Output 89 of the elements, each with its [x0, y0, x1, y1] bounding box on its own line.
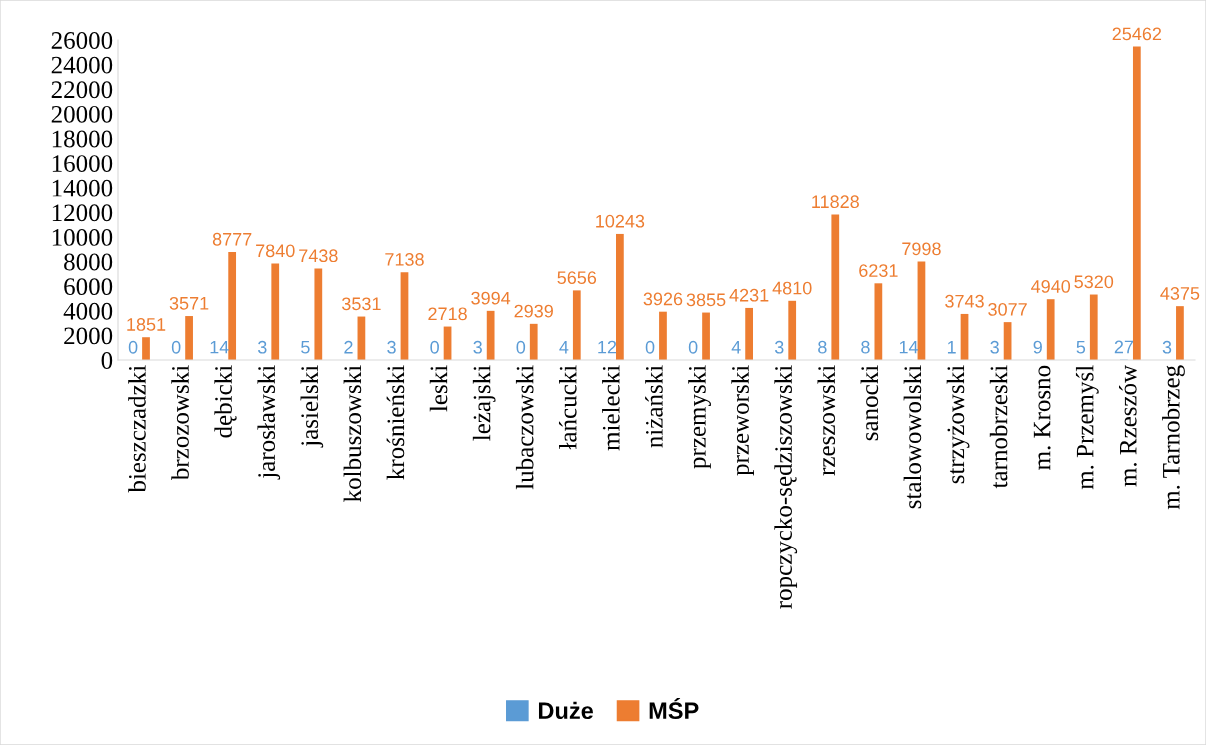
data-label: 0	[128, 340, 138, 354]
x-tick-label: przemyski	[688, 365, 711, 469]
data-label: 4940	[1031, 280, 1071, 293]
data-label: 3994	[471, 291, 511, 305]
data-label: 4	[731, 341, 741, 354]
x-tick-label: krośnieński	[386, 365, 405, 480]
x-tick-label: bieszczadzki	[128, 365, 146, 493]
y-tick-label: 0	[101, 352, 113, 369]
data-label: 27	[1114, 340, 1134, 354]
data-label: 2718	[428, 307, 467, 321]
x-tick-label: przeworski	[731, 365, 754, 476]
x-tick-label: strzyżowski	[946, 365, 970, 484]
data-label: 4231	[729, 288, 769, 302]
x-tick-label: sanocki	[860, 365, 879, 441]
data-label: 0	[688, 340, 698, 354]
y-tick-label: 12000	[52, 204, 113, 222]
data-label: 8777	[212, 232, 252, 246]
x-tick-label: jarosławski	[257, 365, 281, 480]
x-tick-label: jasielski	[300, 365, 324, 448]
data-label: 8	[861, 340, 870, 354]
x-tick-label: dębicki	[214, 365, 237, 438]
x-tick-label: ropczycko-sędziszowski	[774, 365, 798, 609]
y-tick-label: 10000	[52, 228, 113, 246]
data-label: 4810	[772, 281, 812, 295]
y-tick-label: 26000	[51, 32, 113, 49]
data-label: 4375	[1160, 287, 1200, 300]
data-label: 2	[344, 340, 353, 354]
data-label: 3	[1162, 340, 1172, 354]
x-tick-label: m. Krosno	[1033, 365, 1051, 470]
data-label: 0	[516, 340, 526, 354]
data-label: 3855	[686, 293, 726, 307]
data-label: 3	[473, 340, 482, 354]
data-label: 5	[301, 340, 310, 354]
data-label: 0	[430, 340, 439, 354]
data-label: 7138	[385, 253, 424, 266]
data-label: 7438	[299, 249, 338, 263]
data-label: 3	[387, 340, 396, 354]
x-tick-label: rzeszowski	[817, 365, 836, 476]
x-tick-label: m. Przemyśl	[1075, 365, 1099, 490]
data-label: 25462	[1112, 27, 1162, 41]
data-label: 3	[257, 340, 267, 354]
data-label: 11828	[812, 195, 859, 209]
x-tick-label: m. Tarnobrzeg	[1162, 365, 1185, 510]
y-tick-label: 4000	[63, 302, 113, 320]
x-tick-label: łańcucki	[558, 365, 577, 450]
x-tick-label: mielecki	[602, 365, 620, 451]
data-label: 12	[598, 340, 617, 354]
data-label: 9	[1033, 340, 1042, 354]
data-label: 5320	[1074, 275, 1114, 289]
x-tick-label: leżajski	[472, 365, 496, 441]
legend-label: MŚP	[649, 697, 699, 720]
data-label: 0	[645, 340, 655, 354]
data-label: 3	[774, 340, 784, 354]
y-tick-label: 18000	[52, 130, 113, 148]
y-tick-label: 20000	[51, 105, 113, 123]
data-label: 4	[559, 341, 569, 354]
data-label: 7998	[902, 242, 941, 256]
x-tick-label: brzozowski	[171, 365, 189, 481]
data-label: 3926	[643, 292, 683, 306]
data-label: 3077	[988, 303, 1027, 316]
data-label: 10243	[596, 214, 645, 228]
data-label: 0	[171, 340, 181, 354]
x-tick-label: tarnobrzeski	[989, 365, 1008, 489]
y-tick-label: 22000	[51, 81, 113, 99]
data-label: 2939	[514, 304, 553, 318]
x-tick-label: leski	[429, 365, 448, 412]
x-tick-label: kolbuszowski	[343, 365, 362, 502]
y-tick-label: 2000	[64, 327, 113, 345]
x-tick-label: stalowowolski	[903, 365, 922, 509]
data-label: 6231	[859, 264, 898, 277]
data-label: 3531	[342, 297, 381, 311]
y-tick-label: 6000	[64, 278, 113, 296]
x-tick-label: niżański	[645, 365, 663, 448]
y-tick-label: 8000	[64, 253, 113, 271]
y-tick-label: 14000	[52, 179, 113, 197]
x-tick-label: m. Rzeszów	[1119, 364, 1137, 487]
data-label: 3	[990, 340, 999, 354]
data-label: 8	[818, 340, 827, 354]
data-label: 5656	[557, 271, 597, 285]
legend-label: Duże	[538, 701, 594, 720]
data-label: 1	[947, 341, 956, 354]
data-label: 3743	[945, 294, 984, 308]
data-label: 1851	[127, 318, 166, 331]
data-label: 7840	[256, 244, 295, 258]
x-tick-label: lubaczowski	[515, 365, 534, 490]
data-label: 5	[1076, 340, 1086, 354]
y-tick-label: 24000	[51, 56, 113, 74]
data-label: 3571	[169, 296, 209, 310]
y-tick-label: 16000	[52, 155, 113, 172]
